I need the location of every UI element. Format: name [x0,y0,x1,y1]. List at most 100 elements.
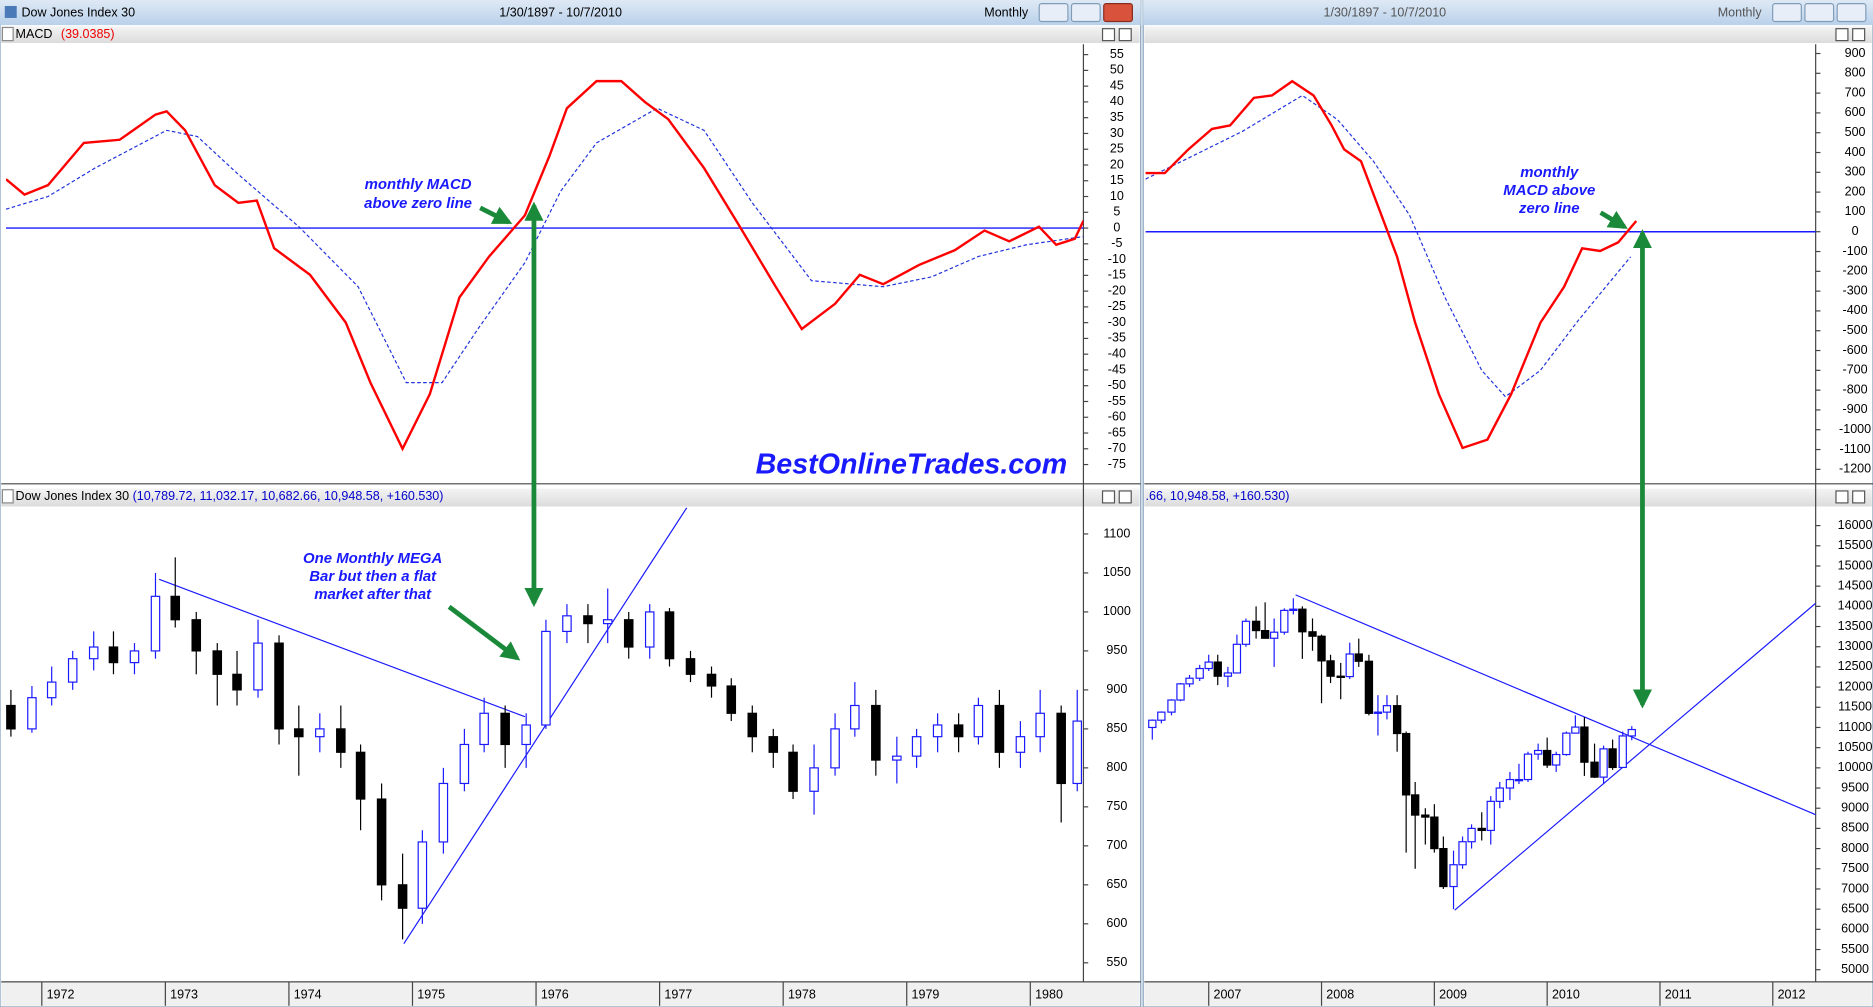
y-tick-label: -50 [1108,378,1126,392]
y-tick-label: 700 [1106,838,1127,852]
x-tick-label: 1973 [170,987,198,1001]
pane-close[interactable] [1118,490,1132,504]
y-tick-label: 500 [1845,125,1866,139]
x-tick-label: 2008 [1326,987,1354,1001]
candle-body [1336,675,1345,678]
period: Monthly [984,5,1029,19]
candle-body [685,658,696,675]
date-range: 1/30/1897 - 10/7/2010 [1324,5,1447,19]
y-tick-label: -15 [1108,268,1126,282]
y-tick-label: -10 [1108,252,1126,266]
pane-value: (39.0385) [61,27,115,41]
candle-body [397,884,408,909]
candle-body [459,743,470,785]
y-tick-label: -1000 [1839,422,1871,436]
signal-line [1145,94,1632,398]
candle-body [1167,699,1176,713]
candle-body [871,704,881,761]
y-tick-label: 40 [1110,94,1124,108]
y-tick-label: 650 [1106,877,1127,891]
y-tick-label: 45 [1110,78,1124,92]
candle-body [1599,748,1608,778]
candle-body [1308,631,1317,637]
x-tick-label: 1974 [294,987,322,1001]
candle-body [1354,653,1363,662]
y-tick-label: 700 [1845,85,1866,99]
candle-body [417,841,428,909]
candle-body [1590,761,1599,778]
y-tick-label: 10 [1110,189,1124,203]
pane-restore[interactable] [1835,490,1849,504]
candle-body [6,704,16,730]
candle-body [1072,720,1083,785]
candle-body [1204,661,1213,670]
y-tick-label: -45 [1108,362,1126,376]
macd-line [5,79,1084,452]
y-tick-label: -40 [1108,346,1126,360]
candle-body [1571,726,1580,734]
candle-body [1458,841,1467,866]
x-tick-label: 1977 [664,987,692,1001]
y-tick-label: 5000 [1841,962,1869,976]
candle-body [1580,726,1589,763]
candle-body [376,798,387,886]
candle-body [1410,794,1420,816]
y-tick-label: -25 [1108,299,1126,313]
arrow [447,604,521,661]
y-tick-label: 10500 [1838,740,1873,754]
y-tick-label: -800 [1843,382,1868,396]
pane-restore[interactable] [1101,28,1116,42]
close-button[interactable] [1103,2,1133,23]
pane-close[interactable] [1852,28,1866,42]
pane-close[interactable] [1852,490,1866,504]
candle-body [315,728,325,738]
x-tick-label: 1975 [417,987,445,1001]
candle-body [1251,620,1261,632]
annotation: market after that [314,586,432,603]
pane-restore[interactable] [1101,490,1116,504]
candle-body [1289,608,1298,611]
y-tick-label: 800 [1106,760,1127,774]
candle-body [1176,683,1185,701]
candle-body [438,782,449,843]
candle-body [747,712,758,738]
candle-body [1298,608,1307,633]
candle-body [1232,643,1242,674]
pane-close[interactable] [1118,28,1132,42]
y-tick-label: -1100 [1840,442,1871,456]
y-tick-label: -35 [1108,331,1126,345]
y-tick-label: 9500 [1841,780,1869,794]
candle-body [994,704,1005,753]
pane-value: (10,789.72, 11,032.17, 10,682.66, 10,948… [133,489,444,503]
y-tick-label: 11000 [1838,720,1872,734]
maximize-button[interactable] [1804,2,1835,23]
minimize-button[interactable] [1772,2,1802,23]
trendline [1295,594,1816,816]
candle-body [1392,705,1402,735]
candle-body [1477,827,1486,832]
candle-body [1260,629,1270,639]
candle-body [1382,705,1392,713]
candle-body [274,642,284,730]
y-tick-label: 20 [1110,157,1124,171]
close-button[interactable] [1836,2,1867,23]
arrow [1599,210,1628,230]
x-tick-label: 1978 [788,987,816,1001]
candle-body [1223,672,1233,677]
maximize-button[interactable] [1070,2,1101,23]
y-tick-label: 0 [1113,220,1120,234]
y-tick-label: 15 [1110,173,1124,187]
y-tick-label: -55 [1108,394,1126,408]
macd-plot [1145,79,1816,450]
candle-body [500,712,510,746]
price-plot [1148,594,1816,911]
pane-restore[interactable] [1835,28,1849,42]
candle-body [479,712,489,746]
candle-body [1514,778,1524,782]
y-tick-label: -900 [1843,402,1868,416]
y-tick-label: -70 [1108,441,1126,455]
candle-body [212,650,223,675]
minimize-button[interactable] [1038,2,1069,23]
y-tick-label: 5 [1113,205,1120,219]
app-icon [4,5,17,18]
